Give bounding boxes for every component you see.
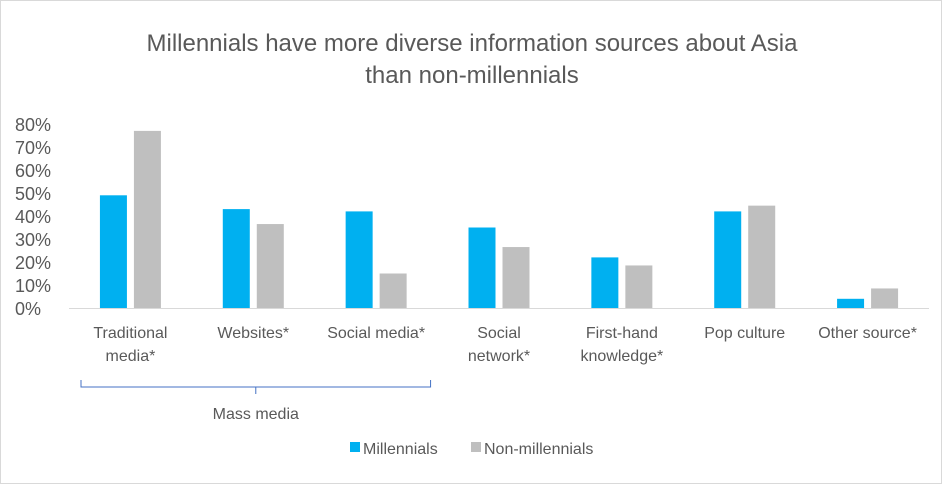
legend-label: Millennials <box>363 441 438 458</box>
bar-non-millennials <box>625 265 653 308</box>
y-tick-label: 10% <box>15 276 51 296</box>
x-tick-label: media* <box>106 348 156 365</box>
y-tick-label: 70% <box>15 138 51 158</box>
bar-non-millennials <box>256 224 284 308</box>
y-tick-label: 30% <box>15 230 51 250</box>
bar-millennials <box>345 211 373 308</box>
y-tick-label: 60% <box>15 161 51 181</box>
bracket-line <box>80 380 432 394</box>
bar-non-millennials <box>502 247 530 308</box>
x-tick-label: knowledge* <box>580 348 663 365</box>
y-axis: 0% 10% 20% 30% 40% 50% 60% 70% 80% <box>15 115 51 319</box>
bar-non-millennials <box>748 205 776 308</box>
legend-swatch <box>471 442 481 452</box>
x-tick-label: Pop culture <box>704 325 785 342</box>
bar-non-millennials <box>379 273 407 308</box>
x-axis: Traditional media* Websites* Social media* S… <box>69 308 929 365</box>
x-tick-label: First-hand <box>586 325 658 342</box>
y-tick-label: 50% <box>15 184 51 204</box>
x-tick-label: Social <box>477 325 521 342</box>
bar-millennials <box>222 209 250 308</box>
mass-media-bracket: Mass media <box>80 380 432 423</box>
bar-non-millennials <box>871 288 899 308</box>
x-tick-label: Other source* <box>818 325 917 342</box>
bar-non-millennials <box>133 130 161 308</box>
x-tick-label: Social media* <box>327 325 425 342</box>
y-tick-label: 40% <box>15 207 51 227</box>
bar-millennials <box>468 227 496 308</box>
bar-millennials <box>837 298 865 308</box>
legend-label: Non-millennials <box>484 441 593 458</box>
group-label: Mass media <box>213 406 299 423</box>
bar-millennials <box>591 257 619 308</box>
legend-swatch <box>350 442 360 452</box>
x-tick-label: Websites* <box>217 325 289 342</box>
chart-title-line-1: Millennials have more diverse informatio… <box>147 30 799 57</box>
bar-millennials <box>714 211 742 308</box>
y-tick-label: 80% <box>15 115 51 135</box>
bar-millennials <box>99 195 127 308</box>
x-tick-label: network* <box>468 348 530 365</box>
chart-title-line-2: than non-millennials <box>365 62 578 89</box>
y-tick-label: 20% <box>15 253 51 273</box>
y-tick-label: 0% <box>15 299 41 319</box>
legend: Millennials Non-millennials <box>350 441 593 458</box>
bars <box>99 130 899 308</box>
x-tick-label: Traditional <box>93 325 167 342</box>
